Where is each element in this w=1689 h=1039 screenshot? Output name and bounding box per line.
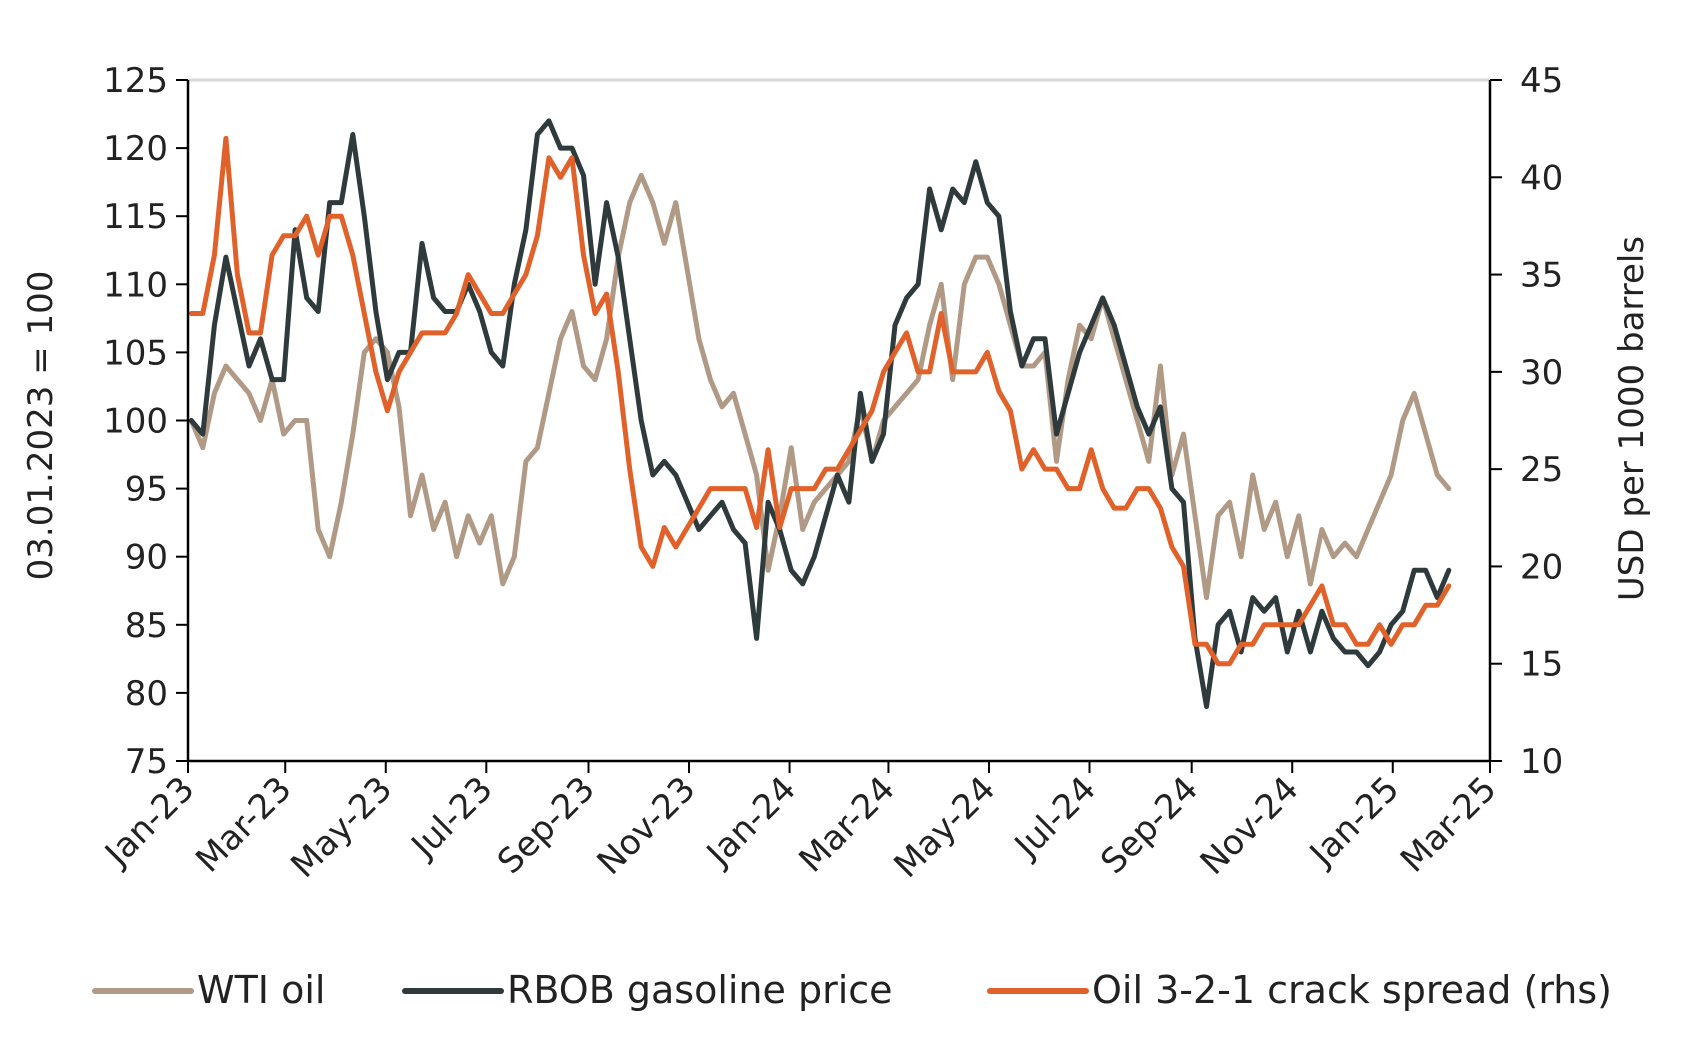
- y-right-tick-label: 30: [1520, 353, 1563, 393]
- x-tick-label: May-23: [283, 769, 400, 886]
- series-line-2: [188, 118, 1452, 709]
- x-tick-label: Jul-24: [1006, 769, 1104, 867]
- x-tick-label: Nov-24: [1193, 769, 1307, 883]
- x-tick-label: Jan-25: [1301, 769, 1407, 875]
- y-left-tick-label: 90: [125, 538, 168, 578]
- x-tick-label: Jan-24: [698, 769, 804, 875]
- x-tick-label: Mar-25: [1393, 769, 1504, 880]
- x-tick-label: Mar-24: [791, 769, 902, 880]
- x-tick-label: Nov-23: [590, 769, 704, 883]
- legend: WTI oil RBOB gasoline price Oil 3-2-1 crac…: [92, 968, 1612, 1012]
- series-line-3: [188, 135, 1452, 667]
- y-right-tick-label: 10: [1520, 742, 1563, 782]
- y-left-tick-label: 95: [125, 470, 168, 510]
- legend-label-1: WTI oil: [197, 968, 325, 1012]
- y-left-tick-label: 105: [103, 333, 168, 373]
- y-left-tick-label: 110: [103, 265, 168, 305]
- series-line-1: [188, 172, 1452, 601]
- legend-label-3: Oil 3-2-1 crack spread (rhs): [1092, 968, 1612, 1012]
- y-right-tick-label: 25: [1520, 450, 1563, 490]
- y-right-tick-label: 40: [1520, 158, 1563, 198]
- x-tick-label: Mar-23: [188, 769, 299, 880]
- y-left-tick-label: 115: [103, 197, 168, 237]
- y-left-axis-title: 03.01.2023 = 100: [21, 271, 61, 581]
- y-right-axis-title: USD per 1000 barrels: [1612, 236, 1652, 601]
- x-tick-label: Jul-23: [403, 769, 501, 867]
- y-right-tick-label: 20: [1520, 547, 1563, 587]
- y-right-tick-label: 45: [1520, 61, 1563, 101]
- y-left-tick-label: 75: [125, 742, 168, 782]
- y-left-tick-label: 125: [103, 61, 168, 101]
- y-left-tick-label: 80: [125, 674, 168, 714]
- plot-frame: [186, 80, 1492, 763]
- y-left-tick-label: 120: [103, 129, 168, 169]
- y-left-tick-label: 100: [103, 402, 168, 442]
- series-lines: [188, 118, 1452, 709]
- x-tick-label: May-24: [887, 769, 1004, 886]
- legend-label-2: RBOB gasoline price: [507, 968, 893, 1012]
- x-tick-label: Sep-24: [1093, 769, 1206, 882]
- x-tick-label: Sep-23: [490, 769, 603, 882]
- y-right-tick-label: 15: [1520, 645, 1563, 685]
- y-left-tick-label: 85: [125, 606, 168, 646]
- y-right-tick-label: 35: [1520, 256, 1563, 296]
- x-tick-label: Jan-23: [96, 769, 202, 875]
